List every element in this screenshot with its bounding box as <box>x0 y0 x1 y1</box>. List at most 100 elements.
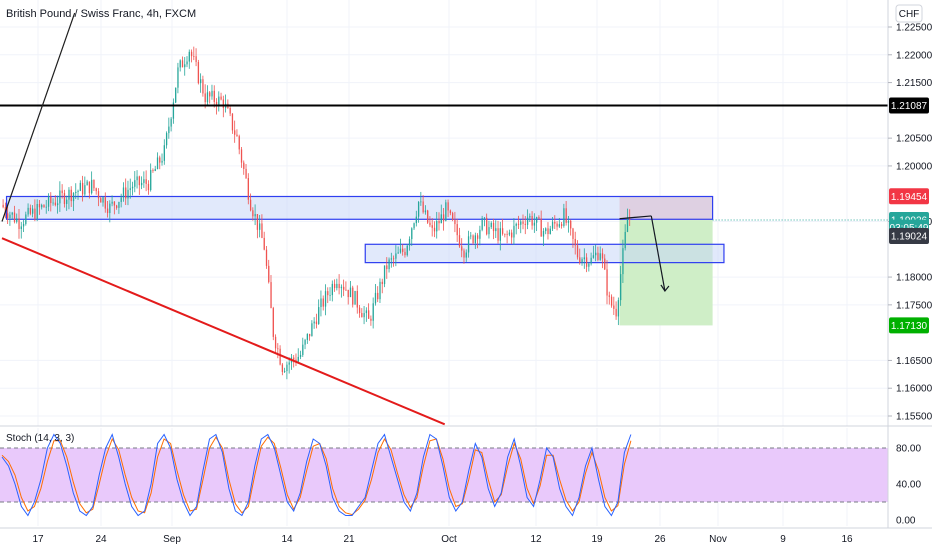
candle-body <box>531 215 533 226</box>
candle-body <box>129 188 131 190</box>
candle-body <box>513 225 515 238</box>
candle-body <box>595 252 597 256</box>
candle-body <box>511 232 513 238</box>
candle-body <box>136 176 138 181</box>
candle-body <box>286 364 288 372</box>
candle-body <box>454 219 456 225</box>
currency-button[interactable]: CHF <box>895 4 923 23</box>
price-badge-label: 1.19454 <box>891 192 928 203</box>
candle-body <box>388 259 390 270</box>
price-tick-label: 1.16500 <box>896 356 932 367</box>
time-tick-label: 19 <box>591 534 603 545</box>
candle-body <box>170 118 172 127</box>
candle-body <box>440 214 442 224</box>
candle-body <box>311 323 313 337</box>
candle-body <box>420 201 422 203</box>
zones-layer <box>5 195 725 326</box>
candle-body <box>75 191 77 194</box>
candle-body <box>168 126 170 134</box>
lines-layer <box>0 12 888 426</box>
candle-body <box>177 67 179 88</box>
chart-title: British Pound / Swiss Franc, 4h, FXCM <box>6 8 196 20</box>
candle-body <box>259 223 261 230</box>
candle-body <box>395 253 397 259</box>
candle-body <box>340 286 343 289</box>
candle-body <box>438 221 440 224</box>
candle-body <box>515 223 517 226</box>
candle-body <box>63 193 66 204</box>
candle-body <box>261 223 263 238</box>
candle-body <box>479 229 481 239</box>
candle-body <box>617 300 620 317</box>
candle-body <box>517 223 520 225</box>
candle-body <box>361 313 363 318</box>
lower-zone <box>364 243 725 264</box>
time-tick-label: 17 <box>32 534 44 545</box>
candle-body <box>79 182 81 191</box>
candle-body <box>104 197 106 209</box>
candle-body <box>70 189 72 202</box>
candle-body <box>184 64 186 68</box>
candle-body <box>626 218 629 232</box>
oscillator-tick-label: 0.00 <box>896 516 916 527</box>
candle-body <box>374 292 377 304</box>
candle-body <box>458 235 461 247</box>
candle-body <box>529 215 531 218</box>
candle-body <box>66 199 68 204</box>
candle-body <box>120 197 122 202</box>
candle-body <box>213 90 215 102</box>
candle-body <box>202 79 204 94</box>
price-badges: 1.210871.194541.1902603:05:491.190241.17… <box>889 97 929 334</box>
candle-body <box>506 233 508 235</box>
candle-body <box>240 149 243 163</box>
candle-body <box>34 208 36 219</box>
candle-body <box>111 201 113 204</box>
price-badge-label: 1.21087 <box>891 101 928 112</box>
candle-body <box>551 221 554 229</box>
candle-body <box>329 295 331 296</box>
candle-body <box>97 191 100 199</box>
price-tick-label: 1.22000 <box>896 50 932 61</box>
candle-body <box>327 291 329 296</box>
price-badge <box>889 227 929 244</box>
candle-body <box>150 170 152 191</box>
candle-body <box>265 249 268 266</box>
candle-body <box>606 269 608 296</box>
candle-body <box>84 185 86 195</box>
candle-body <box>161 160 163 163</box>
candle-body <box>295 359 297 362</box>
price-badge-label: 1.19024 <box>891 231 928 242</box>
candle-body <box>538 217 540 219</box>
candle-body <box>476 235 479 239</box>
candle-body <box>27 207 29 215</box>
stochastic-label: Stoch (14, 3, 3) <box>6 433 74 444</box>
candle-body <box>399 248 402 253</box>
candle-body <box>372 303 374 321</box>
candle-body <box>622 248 624 275</box>
time-axis[interactable]: 17 24 Sep 14 21 Oct 12 19 26 Nov 9 16 <box>32 534 853 545</box>
candle-body <box>424 210 427 213</box>
candle-body <box>222 99 225 108</box>
candle-body <box>36 203 38 219</box>
currency-label: CHF <box>899 9 920 20</box>
candle-body <box>16 218 18 222</box>
candle-body <box>383 265 386 285</box>
price-badge <box>889 188 929 205</box>
candle-body <box>43 205 45 208</box>
candle-body <box>610 296 613 306</box>
candle-body <box>195 56 197 63</box>
candle-body <box>536 217 538 223</box>
candle-body <box>318 307 320 325</box>
candle-body <box>520 221 522 225</box>
candle-body <box>497 228 499 241</box>
candle-body <box>349 287 352 298</box>
candle-body <box>229 107 231 114</box>
candle-body <box>461 246 463 251</box>
oscillator-tick-label: 80.00 <box>896 444 921 455</box>
currency-button-frame <box>895 4 923 23</box>
candle-body <box>20 226 22 230</box>
candle-body <box>188 51 190 62</box>
candle-body <box>585 257 588 267</box>
